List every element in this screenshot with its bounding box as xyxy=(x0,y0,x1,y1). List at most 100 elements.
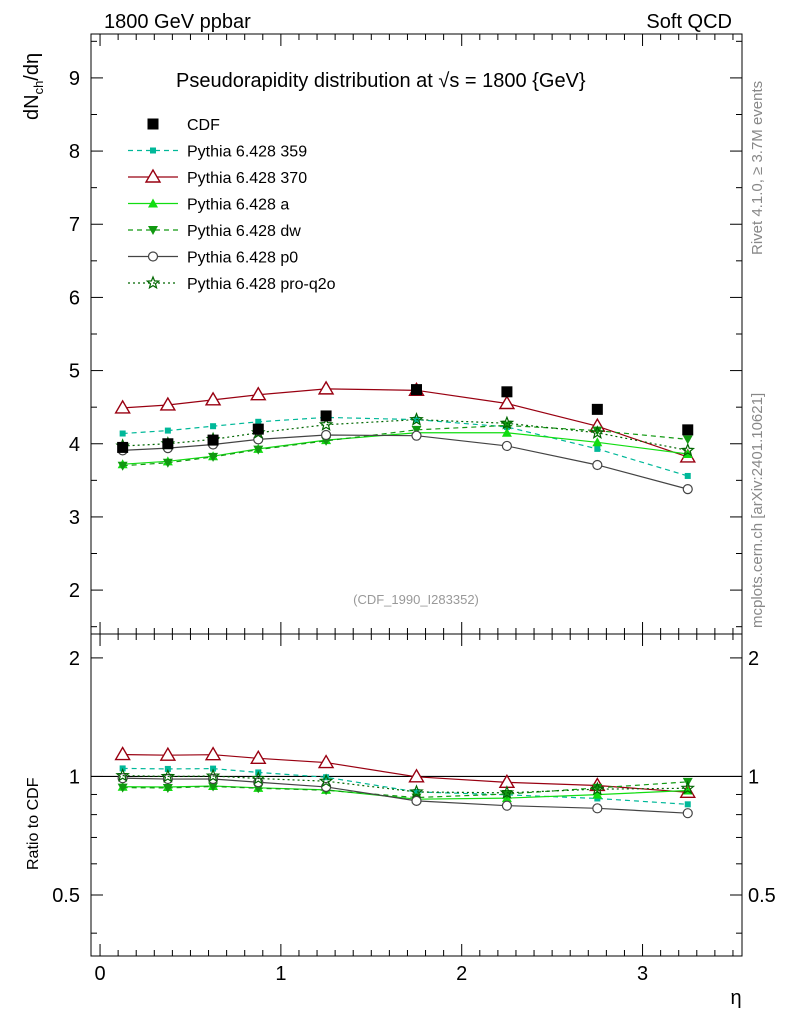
cdf-data-point xyxy=(591,403,603,415)
legend-label: Pythia 6.428 dw xyxy=(187,223,301,240)
cdf-data-point xyxy=(252,423,264,435)
ratio-tick-label: 0.5 xyxy=(52,885,80,907)
series-5-ratio-point xyxy=(409,784,424,799)
series-5-ratio-line xyxy=(122,774,688,794)
series-0-ratio-point xyxy=(323,774,330,781)
series-4-point xyxy=(682,484,693,495)
rivet-version-label: Rivet 4.1.0, ≥ 3.7M events xyxy=(749,81,766,255)
cdf-data-point xyxy=(411,384,422,396)
ratio-tick-label-right: 2 xyxy=(748,648,759,670)
series-1-ratio-point xyxy=(317,754,335,769)
legend-marker xyxy=(147,118,159,130)
cdf-data-point xyxy=(162,438,174,450)
series-0-point xyxy=(255,418,262,425)
header-right-label: Soft QCD xyxy=(646,11,732,33)
series-4-ratio-point xyxy=(501,800,513,811)
series-1-ratio-point xyxy=(159,746,177,761)
series-3-point xyxy=(162,458,173,468)
cdf-data-point xyxy=(207,434,219,446)
x-tick-label: 2 xyxy=(456,963,467,985)
series-0-point xyxy=(119,430,126,437)
series-3-point xyxy=(592,426,603,436)
series-4-point xyxy=(320,429,332,441)
series-0-point xyxy=(684,472,691,479)
series-3-point xyxy=(253,445,264,455)
series-5-point xyxy=(590,425,605,439)
y-tick-label: 4 xyxy=(69,434,80,456)
series-4-ratio-point xyxy=(411,795,422,806)
y-tick-label: 8 xyxy=(69,141,80,163)
series-4-point xyxy=(592,459,603,471)
legend-label: Pythia 6.428 a xyxy=(187,197,289,214)
series-4-ratio-line xyxy=(122,777,688,814)
series-2-point xyxy=(501,427,512,437)
x-axis-label: η xyxy=(730,987,741,1009)
series-5-point xyxy=(318,417,334,431)
ratio-series-group xyxy=(114,746,696,819)
series-3-ratio-point xyxy=(501,790,512,800)
legend-marker xyxy=(145,275,161,290)
series-0-ratio-point xyxy=(413,788,420,795)
series-5-ratio-point xyxy=(499,785,515,800)
legend: CDF Pythia 6.428 359 Pythia 6.428 370 Pythi… xyxy=(128,117,336,293)
main-series-group xyxy=(114,380,696,495)
series-1-line xyxy=(122,388,688,458)
series-0-point xyxy=(164,427,171,434)
series-3-ratio-point xyxy=(117,783,128,793)
cdf-data-point xyxy=(501,386,513,398)
series-2-ratio-point xyxy=(592,789,603,799)
analysis-watermark: (CDF_1990_I283352) xyxy=(353,592,479,607)
legend-label: Pythia 6.428 pro-q2o xyxy=(187,276,336,293)
y-tick-label: 3 xyxy=(69,507,80,529)
series-5-ratio-point xyxy=(680,780,696,795)
legend-label: Pythia 6.428 370 xyxy=(187,170,307,187)
series-3-ratio-point xyxy=(208,782,219,792)
series-3-point xyxy=(117,461,128,471)
series-5-ratio-point xyxy=(115,767,130,782)
series-5-ratio-point xyxy=(590,781,605,796)
ratio-tick-label-right: 1 xyxy=(748,766,759,788)
series-1-ratio-point xyxy=(204,746,222,761)
y-axis-label: dNch/dη xyxy=(21,53,46,120)
series-0-ratio-point xyxy=(684,801,691,808)
legend-marker xyxy=(144,168,162,183)
series-5-ratio-point xyxy=(160,768,176,783)
series-3-point xyxy=(682,435,693,445)
header-left-label: 1800 GeV ppbar xyxy=(104,11,251,33)
series-1-ratio-point xyxy=(250,749,267,765)
y-tick-label: 6 xyxy=(69,287,80,309)
series-5-point xyxy=(680,442,696,457)
legend-marker xyxy=(148,226,158,235)
y-tick-label: 7 xyxy=(69,214,80,236)
ratio-tick-label: 1 xyxy=(69,766,80,788)
ratio-tick-label: 2 xyxy=(69,648,80,670)
series-4-point xyxy=(501,440,513,452)
series-1-point xyxy=(498,395,516,410)
ratio-plot-frame xyxy=(90,633,743,957)
series-1-point xyxy=(114,399,131,414)
series-5-point xyxy=(409,411,424,426)
series-5-ratio-point xyxy=(205,768,221,783)
cdf-data-point xyxy=(117,441,129,453)
mcplots-label: mcplots.cern.ch [arXiv:2401.10621] xyxy=(749,393,766,628)
series-5-ratio-point xyxy=(318,773,334,788)
legend-marker xyxy=(150,147,156,154)
series-4-point xyxy=(411,430,422,441)
series-5-point xyxy=(499,415,515,430)
series-4-ratio-point xyxy=(682,808,693,819)
cdf-data-point xyxy=(682,424,694,436)
y-tick-label: 2 xyxy=(69,580,80,602)
series-1-ratio-point xyxy=(114,746,131,761)
series-1-point xyxy=(159,396,177,411)
series-1-point xyxy=(250,386,267,401)
series-3-ratio-point xyxy=(162,783,173,793)
chart-title: Pseudorapidity distribution at √s = 1800… xyxy=(176,70,586,92)
series-3-point xyxy=(208,452,219,462)
legend-label: CDF xyxy=(187,117,220,134)
series-5-line xyxy=(122,419,688,451)
x-tick-label: 3 xyxy=(637,963,648,985)
ratio-y-axis-label: Ratio to CDF xyxy=(25,777,42,870)
y-tick-label: 5 xyxy=(69,361,80,383)
series-0-point xyxy=(210,423,217,430)
y-tick-label: 9 xyxy=(69,68,80,90)
